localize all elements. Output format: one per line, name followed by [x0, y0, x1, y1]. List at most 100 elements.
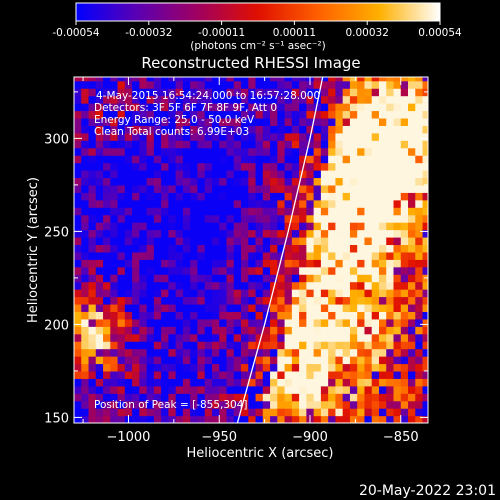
- heatmap-cell: [313, 199, 322, 208]
- heatmap-cell: [270, 236, 278, 246]
- heatmap-cell: [204, 281, 213, 290]
- heatmap-cell: [153, 132, 162, 141]
- heatmap-cell: [248, 162, 257, 171]
- heatmap-cell: [197, 147, 206, 156]
- heatmap-cell: [153, 80, 162, 89]
- heatmap-cell: [320, 311, 329, 320]
- heatmap-cell: [211, 214, 220, 223]
- heatmap-cell: [241, 408, 249, 417]
- heatmap-cell: [110, 341, 119, 350]
- heatmap-cell: [371, 363, 380, 372]
- heatmap-cell: [270, 296, 278, 305]
- heatmap-cell: [378, 140, 387, 149]
- heatmap-cell: [415, 80, 424, 89]
- heatmap-cell: [400, 170, 409, 179]
- heatmap-cell: [233, 378, 242, 387]
- heatmap-cell: [255, 80, 264, 89]
- heatmap-cell: [299, 311, 307, 320]
- heatmap-cell: [262, 378, 271, 387]
- heatmap-cell: [95, 110, 104, 119]
- heatmap-cell: [371, 125, 380, 134]
- heatmap-cell: [248, 281, 257, 290]
- heatmap-cell: [241, 415, 249, 423]
- heatmap-cell: [342, 147, 351, 156]
- heatmap-cell: [197, 244, 206, 253]
- heatmap-cell: [328, 356, 337, 365]
- heatmap-cell: [219, 311, 228, 320]
- heatmap-cell: [371, 229, 380, 238]
- heatmap-cell: [182, 378, 191, 387]
- heatmap-cell: [393, 408, 402, 417]
- heatmap-cell: [88, 162, 97, 171]
- heatmap-cell: [182, 80, 191, 89]
- heatmap-cell: [393, 356, 402, 365]
- heatmap-cell: [306, 103, 315, 112]
- heatmap-cell: [335, 192, 344, 201]
- heatmap-cell: [357, 80, 366, 89]
- heatmap-cell: [103, 132, 111, 141]
- heatmap-cell: [378, 378, 387, 387]
- heatmap-cell: [291, 214, 300, 223]
- heatmap-cell: [262, 95, 271, 104]
- heatmap-cell: [422, 259, 428, 268]
- heatmap-cell: [313, 266, 322, 275]
- heatmap-cell: [277, 393, 286, 402]
- heatmap-cell: [335, 207, 344, 216]
- heatmap-cell: [124, 341, 133, 350]
- heatmap-cell: [357, 363, 366, 372]
- heatmap-cell: [81, 147, 90, 156]
- heatmap-cell: [161, 132, 169, 141]
- heatmap-cell: [74, 140, 82, 149]
- heatmap-cell: [233, 393, 242, 402]
- heatmap-cell: [284, 415, 293, 423]
- chart-title: Reconstructed RHESSI Image: [141, 54, 360, 72]
- heatmap-cell: [328, 333, 337, 342]
- heatmap-cell: [364, 415, 373, 423]
- heatmap-cell: [400, 303, 409, 312]
- colorbar-strip: [75, 2, 441, 22]
- heatmap-cell: [168, 341, 177, 350]
- heatmap-cell: [190, 266, 199, 275]
- heatmap-cell: [233, 80, 242, 89]
- heatmap-cell: [342, 95, 351, 104]
- heatmap-cell: [313, 125, 322, 134]
- heatmap-cell: [408, 155, 416, 164]
- heatmap-cell: [132, 80, 140, 89]
- heatmap-cell: [386, 117, 395, 126]
- heatmap-cell: [233, 184, 242, 193]
- heatmap-cell: [400, 385, 409, 394]
- heatmap-cell: [139, 236, 148, 246]
- heatmap-cell: [349, 192, 358, 201]
- heatmap-cell: [357, 132, 366, 141]
- heatmap-cell: [226, 318, 235, 327]
- heatmap-cell: [95, 132, 104, 141]
- heatmap-cell: [81, 363, 90, 372]
- heatmap-cell: [226, 370, 235, 379]
- heatmap-cell: [313, 88, 322, 97]
- heatmap-cell: [277, 207, 286, 216]
- colorbar-ticks: -0.00054 -0.00032 -0.00011 0.00011 0.00032 0.…: [52, 21, 462, 39]
- heatmap-cell: [161, 385, 169, 394]
- heatmap-cell: [146, 192, 155, 201]
- heatmap-cell: [306, 251, 315, 260]
- heatmap-cell: [393, 370, 402, 379]
- heatmap-cell: [95, 266, 104, 275]
- heatmap-cell: [400, 326, 409, 335]
- heatmap-cell: [357, 415, 366, 423]
- heatmap-cell: [313, 356, 322, 365]
- heatmap-cell: [299, 356, 307, 365]
- heatmap-cell: [110, 408, 119, 417]
- heatmap-cell: [320, 348, 329, 357]
- heatmap-cell: [132, 125, 140, 134]
- heatmap-cell: [241, 363, 249, 372]
- heatmap-cell: [241, 192, 249, 201]
- heatmap-cell: [168, 281, 177, 290]
- heatmap-cell: [190, 318, 199, 327]
- heatmap-cell: [226, 199, 235, 208]
- heatmap-cell: [408, 363, 416, 372]
- heatmap-cell: [306, 281, 315, 290]
- heatmap-cell: [408, 259, 416, 268]
- heatmap-cell: [299, 318, 307, 327]
- heatmap-cell: [139, 348, 148, 357]
- heatmap-cell: [204, 266, 213, 275]
